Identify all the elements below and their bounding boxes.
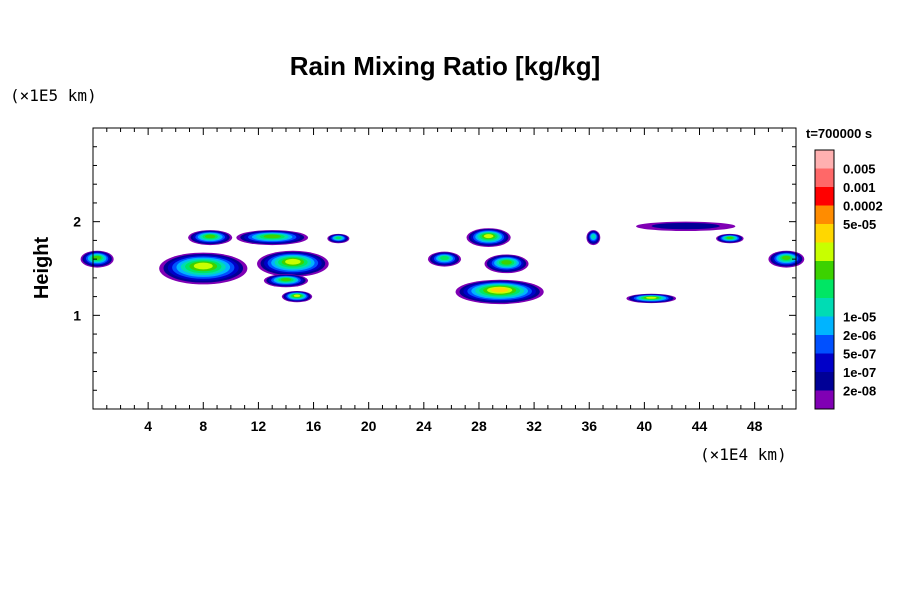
colorbar-swatch: [815, 224, 834, 243]
rain-cell: [768, 250, 805, 268]
plot-area: [80, 221, 805, 305]
x-tick-label: 32: [526, 418, 542, 434]
colorbar-label: 1e-05: [843, 310, 876, 325]
rain-cell-contour: [285, 258, 301, 265]
colorbar-swatch: [815, 279, 834, 298]
y-tick-label: 2: [73, 214, 81, 230]
colorbar-label: 5e-05: [843, 217, 876, 232]
x-tick-label: 12: [251, 418, 267, 434]
y-unit-label: (×1E5 km): [10, 86, 97, 105]
colorbar-swatch: [815, 168, 834, 187]
colorbar-label: 0.001: [843, 180, 876, 195]
colorbar: 0.005 0.001 0.0002 5e-05 1e-05 2e-06 5e-07 1e-0…: [814, 149, 883, 410]
colorbar-label: 0.0002: [843, 199, 883, 214]
x-tick-label: 40: [637, 418, 653, 434]
colorbar-label: 0.005: [843, 162, 876, 177]
y-tick-label: 1: [73, 307, 81, 323]
rain-cell-contour: [483, 234, 494, 239]
rain-cell-contour: [293, 294, 301, 297]
x-tick-label: 28: [471, 418, 487, 434]
plot-frame: [92, 127, 797, 410]
rain-cell: [263, 274, 309, 288]
rain-cell-contour: [335, 236, 342, 240]
rain-cell: [327, 233, 350, 244]
rain-cell-contour: [726, 236, 734, 239]
rain-cell-contour: [645, 296, 657, 299]
colorbar-swatch: [815, 316, 834, 335]
rain-cell: [636, 221, 736, 232]
x-axis: 4 8 12 16 20 24 28 32 36 40 44 48: [106, 128, 783, 434]
y-axis: 12: [73, 146, 796, 391]
rain-cell-contour: [440, 256, 449, 261]
colorbar-swatch: [815, 353, 834, 372]
x-tick-label: 44: [692, 418, 708, 434]
x-tick-label: 8: [199, 418, 207, 434]
rain-cell: [484, 254, 529, 274]
rain-cell: [716, 233, 744, 244]
x-tick-label: 4: [144, 418, 152, 434]
colorbar-swatch: [815, 150, 834, 169]
rain-cell-contour: [501, 260, 512, 265]
rain-cell-contour: [193, 262, 213, 270]
colorbar-label: 5e-07: [843, 347, 876, 362]
rain-cell-contour: [204, 234, 216, 239]
colorbar-frame: [814, 149, 835, 410]
x-tick-label: 16: [306, 418, 322, 434]
rain-cell-contour: [782, 255, 791, 260]
rain-cell: [626, 293, 677, 304]
colorbar-swatch: [815, 242, 834, 261]
colorbar-swatch: [815, 335, 834, 354]
rain-cell: [466, 228, 511, 247]
x-tick-label: 48: [747, 418, 763, 434]
y-axis-label: Height: [31, 237, 53, 300]
time-label: t=700000 s: [806, 126, 872, 141]
x-tick-label: 20: [361, 418, 377, 434]
chart-title: Rain Mixing Ratio [kg/kg]: [290, 51, 601, 81]
colorbar-swatch: [815, 261, 834, 280]
rain-cell: [455, 279, 544, 305]
colorbar-swatch: [815, 372, 834, 391]
rain-cell: [236, 230, 309, 246]
x-unit-label: (×1E4 km): [700, 445, 787, 464]
colorbar-swatch: [815, 205, 834, 224]
rain-cell: [257, 250, 329, 277]
rain-cell-contour: [651, 222, 720, 230]
colorbar-swatch: [815, 390, 834, 409]
rain-cell: [159, 252, 248, 285]
colorbar-label: 1e-07: [843, 365, 876, 380]
colorbar-swatch: [815, 298, 834, 317]
x-tick-label: 36: [581, 418, 597, 434]
colorbar-label: 2e-06: [843, 328, 876, 343]
rain-cell: [188, 230, 233, 246]
rain-cell: [80, 250, 114, 268]
rain-cell-contour: [263, 234, 281, 239]
colorbar-label: 2e-08: [843, 384, 876, 399]
rain-cell: [281, 290, 313, 303]
rain-cell: [586, 230, 601, 246]
rain-cell: [427, 251, 462, 267]
colorbar-swatch: [815, 187, 834, 206]
rain-cell-contour: [280, 278, 292, 282]
rain-cell-contour: [490, 287, 509, 293]
rain-cell-contour: [591, 234, 596, 239]
x-tick-label: 24: [416, 418, 432, 434]
